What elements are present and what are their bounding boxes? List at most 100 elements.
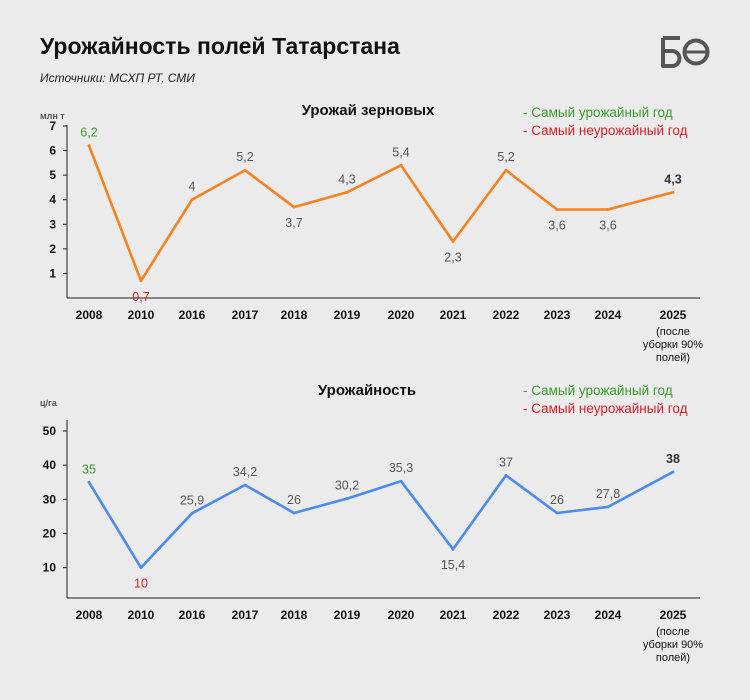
y-tick-label: 1 [49,266,56,280]
grain-harvest-chart: Урожай зерновых млн т 1 2 3 4 5 6 7 2008 2010 2016 2… [40,102,703,364]
x-tick-label: 2008 [76,608,103,622]
data-label: 0,7 [132,290,149,304]
x-tick-note: (после [656,326,690,338]
legend-grain: - Самый урожайный год - Самый неурожайны… [523,104,687,140]
x-tick-label: 2025 [660,608,687,622]
x-tick-label: 2021 [440,308,467,322]
x-tick-label: 2020 [388,308,415,322]
bo-logo [661,36,710,68]
y-tick-label: 7 [49,119,56,133]
data-label: 35 [82,462,96,476]
page-title: Урожайность полей Татарстана [40,33,400,59]
data-point [139,566,143,570]
data-label: 4,3 [664,172,681,186]
x-tick-label: 2018 [281,308,308,322]
x-tick-label: 2016 [179,308,206,322]
y-axis-label: млн т [40,111,65,121]
x-tick-note: уборки 90% [643,639,703,651]
data-label: 26 [287,493,301,507]
data-point [451,240,455,243]
data-point [243,483,247,487]
data-point [606,505,610,509]
y-tick-label: 50 [43,424,57,438]
data-point [87,480,91,484]
chart-title: Урожай зерновых [302,102,435,119]
x-tick-label: 2023 [544,608,571,622]
y-tick-label: 2 [49,242,56,256]
x-tick-label: 2021 [440,608,467,622]
legend-worst-item: - Самый неурожайный год [523,401,688,416]
data-label: 26 [550,493,564,507]
data-point [399,479,403,483]
data-point [243,168,247,172]
data-point [555,208,559,211]
data-label: 38 [666,452,680,466]
data-point [504,168,508,172]
data-label: 4 [189,180,196,194]
source-note: Источники: МСХП РТ, СМИ [40,71,195,85]
x-tick-label: 2024 [595,608,622,622]
data-label: 5,4 [392,145,409,159]
y-tick-label: 10 [43,561,57,575]
data-label: 2,3 [444,250,461,264]
chart-title: Урожайность [318,382,416,399]
yield-chart: Урожайность ц/га 10 20 30 40 50 2008 2010 2016 201… [40,382,703,664]
y-tick-label: 20 [43,527,57,541]
legend-yield: - Самый урожайный год - Самый неурожайны… [523,382,687,418]
x-tick-label: 2010 [128,308,155,322]
data-point [345,497,349,501]
data-point [451,547,455,551]
legend-worst-item: - Самый неурожайный год [523,123,688,138]
x-tick-label: 2019 [334,608,361,622]
data-label: 25,9 [180,493,204,507]
series-line [87,144,675,283]
data-point [345,190,349,194]
y-tick-label: 5 [49,168,56,182]
data-label: 37 [499,455,513,469]
x-tick-label: 2017 [232,608,259,622]
x-tick-label: 2024 [595,308,622,322]
y-tick-label: 3 [49,217,56,231]
data-point [292,511,296,515]
data-label: 6,2 [80,126,97,140]
series-line [87,470,675,569]
data-label: 15,4 [441,558,465,572]
data-label: 35,3 [389,461,413,475]
x-tick-note: (после [656,626,690,638]
legend-best-item: - Самый урожайный год [523,105,673,120]
x-tick-label: 2016 [179,608,206,622]
x-tick-label: 2018 [281,608,308,622]
y-tick-label: 4 [49,193,56,207]
data-label: 34,2 [233,465,257,479]
y-axis-label: ц/га [40,398,58,408]
y-tick-label: 40 [43,458,57,472]
data-point [190,511,194,515]
y-tick-label: 30 [43,492,57,506]
x-tick-label: 2023 [544,308,571,322]
x-tick-label: 2017 [232,308,259,322]
x-tick-label: 2019 [334,308,361,322]
data-point [87,144,91,148]
y-tick-label: 6 [49,144,56,158]
data-point [399,163,403,167]
x-tick-label: 2022 [493,608,520,622]
data-label: 4,3 [338,172,355,186]
data-point [139,279,143,283]
data-label: 10 [134,577,148,591]
data-label: 3,6 [599,219,616,233]
data-point [555,511,559,515]
x-tick-note: уборки 90% [643,339,703,351]
data-label: 27,8 [596,487,620,501]
data-point [504,474,508,477]
data-point [671,470,675,474]
legend-best-item: - Самый урожайный год [523,383,673,398]
x-tick-label: 2020 [388,608,415,622]
x-tick-label: 2008 [76,308,103,322]
data-point [190,198,194,202]
data-label: 5,2 [236,150,253,164]
x-tick-label: 2022 [493,308,520,322]
data-label: 3,6 [548,219,565,233]
x-tick-note: полей) [656,652,690,664]
data-point [292,205,296,209]
data-label: 3,7 [285,216,302,230]
